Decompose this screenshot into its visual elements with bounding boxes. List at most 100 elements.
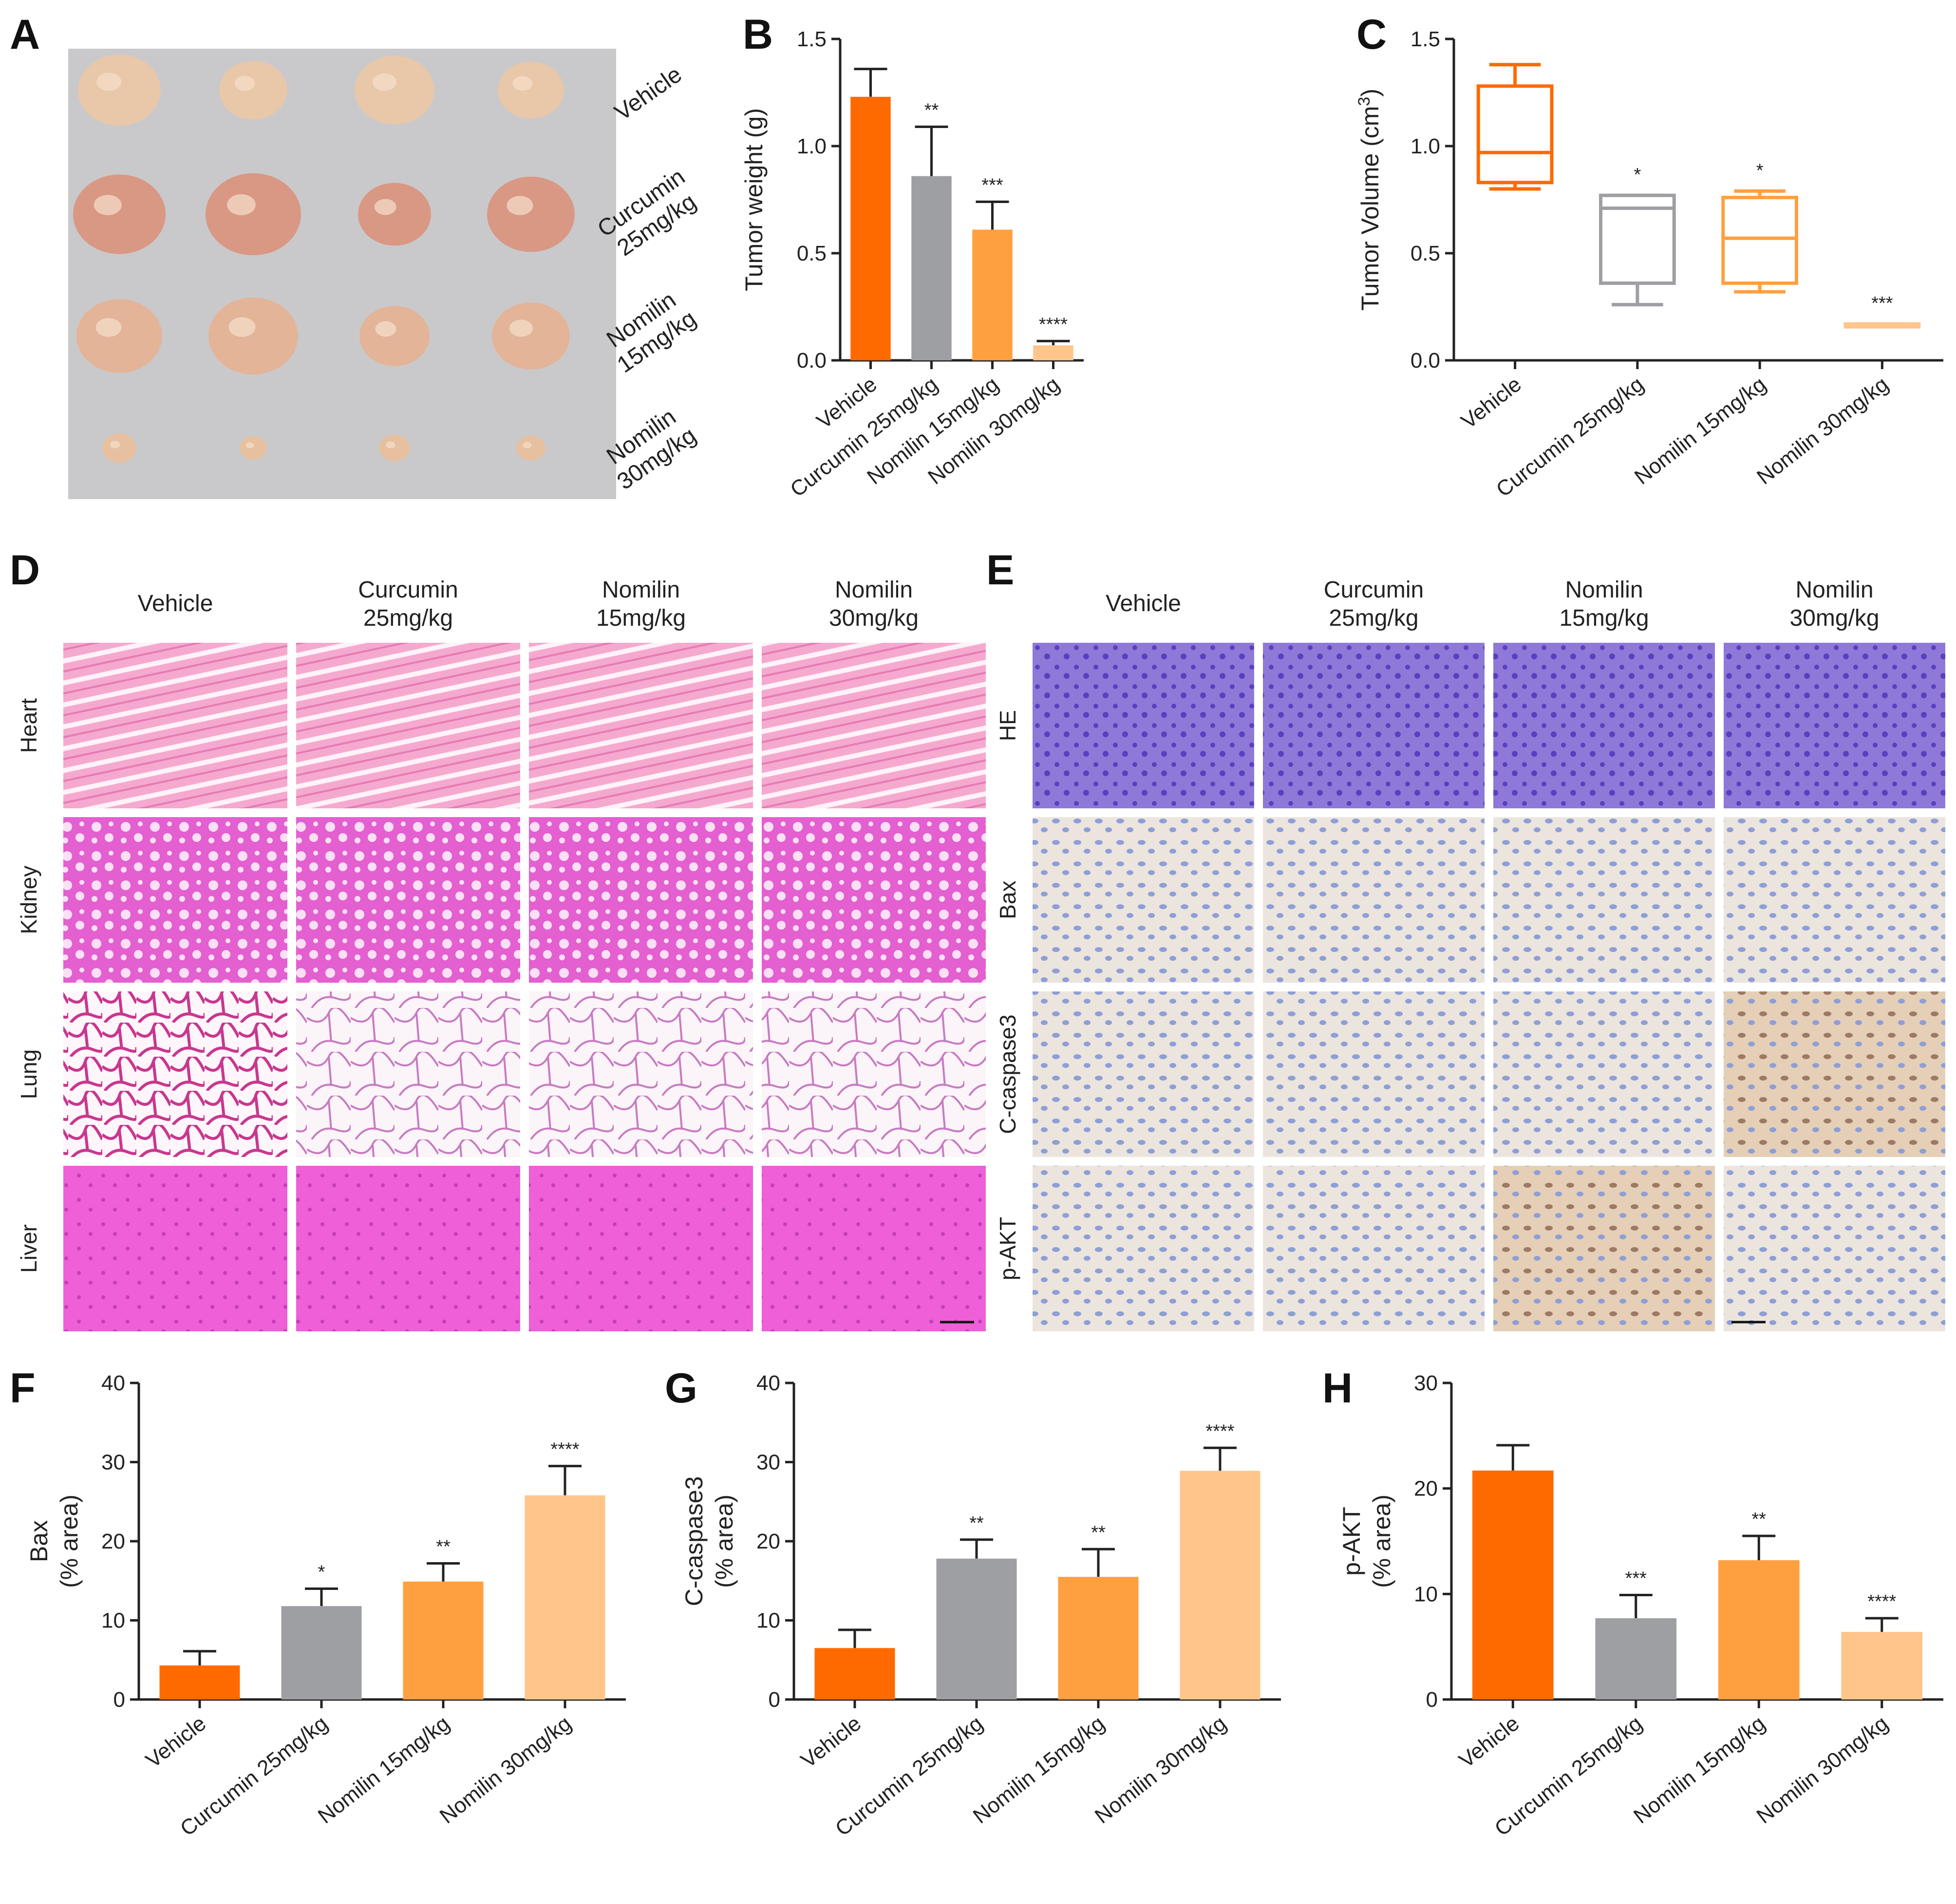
tumor-specimen xyxy=(358,183,431,246)
column-title-line: Nomilin xyxy=(602,577,680,603)
y-axis-label: Bax (% area) xyxy=(25,1494,83,1588)
y-axis-label-line: (% area) xyxy=(56,1494,83,1588)
column-title-line: Curcumin xyxy=(1324,577,1424,603)
micrograph-p-akt-3 xyxy=(1493,1166,1715,1331)
column-title-line: 30mg/kg xyxy=(829,605,919,631)
micrograph-he-1 xyxy=(1033,643,1254,808)
significance-4: **** xyxy=(1867,1591,1896,1612)
micrograph-kidney-3 xyxy=(529,817,753,983)
y-tick-label: 0 xyxy=(113,1688,125,1712)
panel-letter-A: A xyxy=(10,11,40,58)
micrograph-heart-2 xyxy=(296,643,520,808)
tumor-highlight xyxy=(227,194,256,215)
column-title-line: 25mg/kg xyxy=(363,605,453,631)
micrograph-p-akt-4 xyxy=(1724,1166,1945,1331)
tumor-highlight xyxy=(509,319,533,337)
y-axis-label-line: p-AKT xyxy=(1338,1507,1365,1576)
micrograph-p-akt-2 xyxy=(1263,1166,1485,1331)
bar-vehicle xyxy=(1472,1470,1554,1699)
micrograph-lung-3 xyxy=(529,991,753,1157)
tumor-highlight xyxy=(523,442,532,448)
column-title-line: Vehicle xyxy=(138,591,213,616)
micrograph-bax-3 xyxy=(1493,817,1715,983)
box-curcumin-25mg-kg xyxy=(1599,193,1676,285)
x-tick-label-nomilin-15mg-kg: Nomilin 15mg/kg xyxy=(1630,372,1770,489)
bar-vehicle xyxy=(850,96,891,361)
row-label-heart: Heart xyxy=(16,698,41,753)
panel-letter-F: F xyxy=(10,1365,36,1412)
micrograph-p-akt-1 xyxy=(1033,1166,1254,1331)
tumor-specimen xyxy=(76,299,162,373)
micrograph-kidney-2 xyxy=(296,817,520,983)
bar-nomilin-15mg-kg xyxy=(403,1581,484,1699)
y-tick-label: 1.0 xyxy=(1411,134,1440,158)
y-tick-label: 20 xyxy=(101,1530,125,1553)
panel-e-image-grid xyxy=(1033,643,1945,1331)
column-title-curcumin-25mg-kg: Curcumin 25mg/kg xyxy=(358,577,458,631)
x-tick-label-nomilin-15mg-kg: Nomilin 15mg/kg xyxy=(314,1711,454,1828)
bar-nomilin-30mg-kg xyxy=(525,1495,605,1699)
y-axis-label: C-caspase3 (% area) xyxy=(680,1476,738,1606)
bar-curcumin-25mg-kg xyxy=(911,176,952,360)
column-title-nomilin-15mg-kg: Nomilin 15mg/kg xyxy=(596,577,686,631)
column-title-line: 30mg/kg xyxy=(1789,605,1879,631)
column-title-curcumin-25mg-kg: Curcumin 25mg/kg xyxy=(1324,577,1424,631)
row-label-bax: Bax xyxy=(995,880,1020,919)
significance-2: * xyxy=(1634,165,1641,185)
tumor-highlight xyxy=(96,73,122,91)
micrograph-c-caspase3-3 xyxy=(1493,991,1715,1157)
bar-curcumin-25mg-kg xyxy=(281,1606,362,1699)
tumor-highlight xyxy=(372,73,397,91)
column-title-nomilin-15mg-kg: Nomilin 15mg/kg xyxy=(1559,577,1649,631)
significance-3: ** xyxy=(436,1537,451,1557)
y-axis-label-end: ) xyxy=(1356,89,1384,97)
micrograph-heart-1 xyxy=(63,643,287,808)
y-axis-label: Tumor Volume (cm3) xyxy=(1355,89,1384,311)
box-vehicle xyxy=(1476,84,1554,185)
y-tick-label: 40 xyxy=(101,1371,125,1395)
significance-2: ** xyxy=(924,100,939,120)
x-tick-label-nomilin-15mg-kg: Nomilin 15mg/kg xyxy=(969,1711,1109,1828)
y-tick-label: 1.5 xyxy=(1411,27,1440,51)
tumor-specimen xyxy=(219,60,287,120)
y-axis-label: p-AKT (% area) xyxy=(1338,1494,1395,1588)
panel-d-image-grid xyxy=(63,643,986,1331)
panel-letter-E: E xyxy=(986,547,1014,594)
tumor-specimen xyxy=(78,54,161,126)
micrograph-he-4 xyxy=(1724,643,1945,808)
y-axis-label: Tumor weight (g) xyxy=(740,108,768,291)
micrograph-bax-4 xyxy=(1724,817,1945,983)
y-axis-label-line: (% area) xyxy=(711,1494,738,1588)
y-tick-label: 0 xyxy=(1426,1688,1438,1712)
micrograph-heart-4 xyxy=(762,643,986,808)
row-label-p-akt: p-AKT xyxy=(995,1217,1020,1280)
micrograph-heart-3 xyxy=(529,643,753,808)
significance-4: **** xyxy=(1039,314,1068,335)
tumor-specimen xyxy=(208,297,298,375)
micrograph-he-2 xyxy=(1263,643,1485,808)
tumor-highlight xyxy=(245,442,254,448)
column-title-line: Curcumin xyxy=(358,577,458,603)
bar-curcumin-25mg-kg xyxy=(936,1558,1017,1699)
tumor-highlight xyxy=(234,75,255,91)
column-title-nomilin-30mg-kg: Nomilin 30mg/kg xyxy=(1789,577,1879,631)
tumor-highlight xyxy=(386,441,395,448)
x-tick-label-nomilin-30mg-kg: Nomilin 30mg/kg xyxy=(1752,1711,1893,1828)
y-tick-label: 30 xyxy=(101,1451,125,1475)
bar-nomilin-15mg-kg xyxy=(1718,1560,1800,1699)
tumor-specimen xyxy=(498,61,564,119)
micrograph-liver-1 xyxy=(63,1166,287,1331)
panel-d-column-titles: Vehicle Curcumin 25mg/kg Nomilin 15mg/kgNomi… xyxy=(138,577,919,631)
x-tick-label-nomilin-30mg-kg: Nomilin 30mg/kg xyxy=(1091,1711,1231,1828)
panel-letter-B: B xyxy=(743,11,773,58)
row-label-line: Vehicle xyxy=(610,61,687,126)
panel-a-photo: VehicleCurcumin25mg/kgNomilin15mg/kgNomi… xyxy=(68,49,701,499)
bar-nomilin-30mg-kg xyxy=(1180,1471,1260,1699)
y-axis-label-line: C-caspase3 xyxy=(680,1476,708,1606)
